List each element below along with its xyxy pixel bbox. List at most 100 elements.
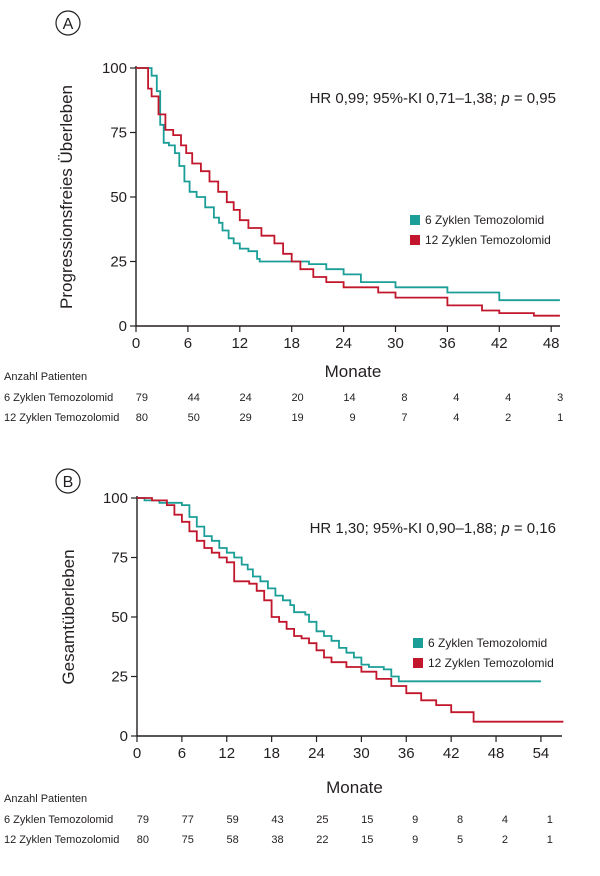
annotation-part: p [500, 90, 509, 107]
x-tick-label: 30 [353, 745, 370, 762]
y-tick-label: 75 [110, 125, 127, 142]
x-axis-label: Monate [326, 778, 383, 797]
panel-label-circle [55, 10, 81, 36]
y-tick-label: 25 [110, 254, 127, 271]
risk-count: 24 [240, 392, 252, 404]
y-axis-label: Progressionsfreies Überleben [57, 85, 76, 309]
annotation-part: p [500, 520, 509, 537]
legend-label: 12 Zyklen Temozolomid [428, 656, 554, 670]
y-tick-label: 50 [110, 189, 127, 206]
risk-count: 1 [547, 834, 553, 846]
risk-count: 80 [136, 412, 148, 424]
legend-swatch [413, 658, 423, 668]
annotation-part: = 0,95 [510, 90, 556, 107]
x-axis-label: Monate [325, 362, 382, 381]
risk-count: 3 [557, 392, 563, 404]
x-tick-label: 54 [533, 745, 550, 762]
x-tick-label: 18 [283, 335, 300, 352]
y-tick-label: 0 [120, 728, 128, 745]
x-tick-label: 12 [231, 335, 248, 352]
risk-count: 29 [240, 412, 252, 424]
survival-curve-12-zyklen [137, 497, 564, 723]
y-tick-label: 0 [119, 318, 127, 335]
x-tick-label: 42 [443, 745, 460, 762]
x-tick-label: 36 [439, 335, 456, 352]
risk-count: 75 [182, 834, 194, 846]
panel-label: B [63, 474, 74, 491]
risk-count: 5 [457, 834, 463, 846]
risk-count: 79 [137, 814, 149, 826]
risk-count: 50 [188, 412, 200, 424]
hazard-ratio-annotation: HR 1,30; 95%-KI 0,90–1,88; p = 0,16 [310, 520, 556, 537]
x-tick-label: 48 [543, 335, 560, 352]
y-axis-label: Gesamtüberleben [59, 549, 78, 684]
risk-count: 20 [291, 392, 303, 404]
risk-count: 8 [401, 392, 407, 404]
survival-curve-12-zyklen [136, 67, 560, 317]
risk-count: 2 [505, 412, 511, 424]
y-tick-label: 100 [102, 60, 127, 77]
x-tick-label: 36 [398, 745, 415, 762]
x-tick-label: 30 [387, 335, 404, 352]
risk-count: 15 [361, 814, 373, 826]
x-tick-label: 6 [184, 335, 192, 352]
risk-count: 2 [502, 834, 508, 846]
x-tick-label: 42 [491, 335, 508, 352]
hazard-ratio-annotation: HR 0,99; 95%-KI 0,71–1,38; p = 0,95 [310, 90, 556, 107]
survival-curve-6-zyklen [137, 497, 541, 683]
risk-table-title: Anzahl Patienten [4, 793, 87, 805]
y-tick-label: 75 [111, 550, 128, 567]
risk-count: 4 [505, 392, 511, 404]
legend-label: 6 Zyklen Temozolomid [425, 213, 544, 227]
risk-count: 44 [188, 392, 200, 404]
legend-swatch [410, 235, 420, 245]
x-tick-label: 6 [178, 745, 186, 762]
risk-count: 58 [227, 834, 239, 846]
risk-count: 77 [182, 814, 194, 826]
y-tick-label: 50 [111, 609, 128, 626]
risk-count: 8 [457, 814, 463, 826]
risk-row-label: 6 Zyklen Temozolomid [4, 814, 113, 826]
legend-label: 6 Zyklen Temozolomid [428, 636, 547, 650]
risk-row-label: 6 Zyklen Temozolomid [4, 392, 113, 404]
risk-count: 59 [227, 814, 239, 826]
legend-label: 12 Zyklen Temozolomid [425, 233, 551, 247]
risk-row-label: 12 Zyklen Temozolomid [4, 834, 119, 846]
risk-row-label: 12 Zyklen Temozolomid [4, 412, 119, 424]
legend-swatch [413, 638, 423, 648]
risk-count: 19 [291, 412, 303, 424]
risk-count: 9 [412, 834, 418, 846]
x-tick-label: 0 [133, 745, 141, 762]
x-tick-label: 18 [263, 745, 280, 762]
risk-count: 38 [271, 834, 283, 846]
risk-count: 9 [412, 814, 418, 826]
risk-count: 4 [453, 392, 459, 404]
risk-count: 9 [349, 412, 355, 424]
risk-count: 14 [343, 392, 355, 404]
legend-swatch [410, 215, 420, 225]
risk-count: 15 [361, 834, 373, 846]
annotation-part: HR 1,30; 95%-KI 0,90–1,88; [310, 520, 502, 537]
annotation-part: = 0,16 [510, 520, 556, 537]
panel-label: A [63, 16, 74, 33]
risk-count: 4 [502, 814, 508, 826]
risk-table-title: Anzahl Patienten [4, 371, 87, 383]
y-tick-label: 25 [111, 669, 128, 686]
x-tick-label: 0 [132, 335, 140, 352]
x-tick-label: 48 [488, 745, 505, 762]
risk-count: 7 [401, 412, 407, 424]
panel-label-circle [55, 468, 81, 494]
annotation-part: HR 0,99; 95%-KI 0,71–1,38; [310, 90, 502, 107]
risk-count: 1 [547, 814, 553, 826]
x-tick-label: 24 [308, 745, 325, 762]
survival-curve-6-zyklen [136, 67, 560, 302]
y-tick-label: 100 [103, 490, 128, 507]
risk-count: 43 [271, 814, 283, 826]
risk-count: 4 [453, 412, 459, 424]
risk-count: 25 [316, 814, 328, 826]
risk-count: 1 [557, 412, 563, 424]
x-tick-label: 12 [218, 745, 235, 762]
